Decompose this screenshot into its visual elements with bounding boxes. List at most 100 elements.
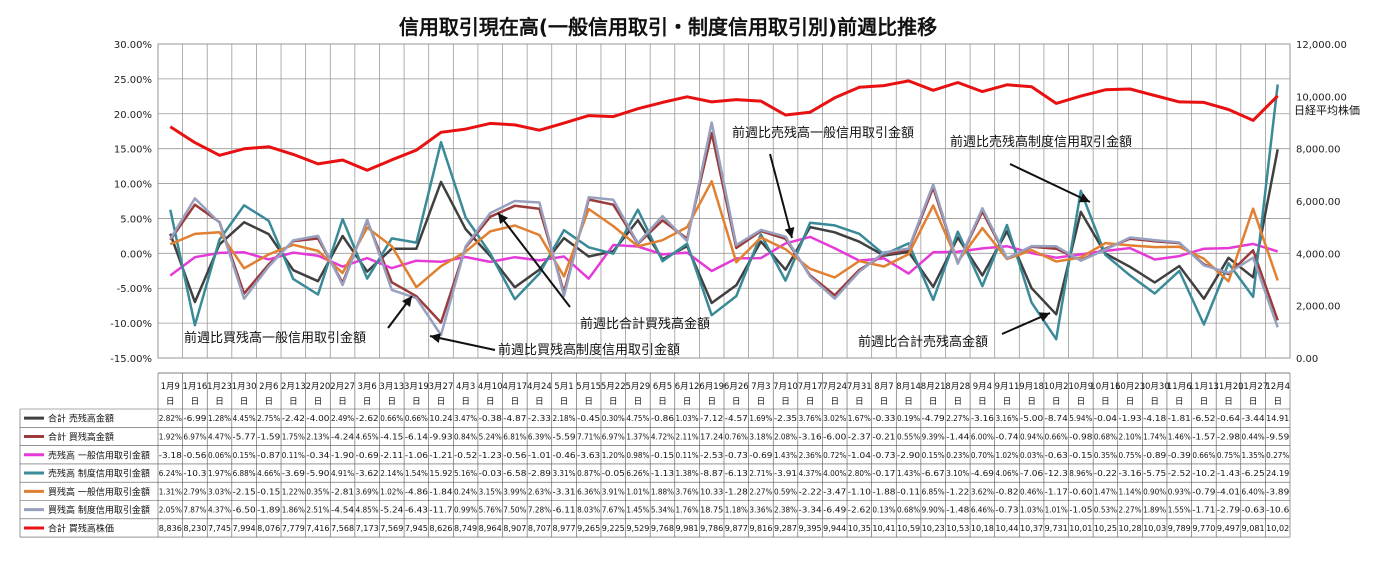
- data-cell: 1.55%: [1168, 506, 1191, 515]
- data-cell: -3.16: [1118, 469, 1141, 478]
- data-cell: 0.24%: [454, 487, 477, 496]
- series-name: 合計 買残高金額: [48, 431, 114, 443]
- category-label-day: 日: [535, 397, 544, 407]
- data-cell: 6.36%: [577, 487, 600, 496]
- category-label: 8月14: [896, 382, 921, 392]
- data-cell: 9,786: [700, 524, 723, 533]
- category-label-day: 日: [1027, 397, 1036, 407]
- data-cell: 6.39%: [528, 432, 551, 441]
- data-cell: 2.27%: [946, 414, 969, 423]
- data-cell: 4.91%: [331, 469, 354, 478]
- annotation-arrow: [497, 212, 571, 308]
- data-cell: 1.89%: [1143, 506, 1166, 515]
- data-cell: -10.3: [183, 469, 206, 478]
- data-cell: -6.25: [1242, 469, 1265, 478]
- data-cell: 3.03%: [208, 487, 231, 496]
- data-cell: -0.21: [872, 432, 895, 441]
- data-cell: 7.87%: [183, 506, 206, 515]
- data-cell: 1.02%: [995, 451, 1018, 460]
- data-cell: 2.13%: [306, 432, 329, 441]
- annotation-arrowhead: [430, 333, 441, 343]
- data-cell: 9.39%: [922, 432, 945, 441]
- data-cell: 4.37%: [208, 506, 231, 515]
- data-cell: -4.79: [922, 414, 945, 423]
- data-cell: 1.03%: [676, 414, 699, 423]
- data-cell: -4.01: [1217, 487, 1240, 496]
- data-cell: -1.90: [331, 451, 354, 460]
- data-cell: 0.99%: [454, 506, 477, 515]
- data-cell: 1.14%: [1118, 487, 1141, 496]
- y-left-tick-label: 0.00%: [120, 249, 152, 260]
- data-cell: -0.89: [1143, 451, 1166, 460]
- annotation-arrow: [1009, 163, 1091, 203]
- data-cell: -2.79: [1217, 506, 1240, 515]
- data-cell: -6.58: [503, 469, 526, 478]
- category-label-day: 日: [412, 397, 421, 407]
- data-cell: -0.45: [577, 414, 600, 423]
- y-right-tick-label: 6,000.00: [1296, 197, 1341, 208]
- data-cell: 3.76%: [676, 487, 699, 496]
- series-name: 売残高 一般信用取引金額: [48, 449, 150, 461]
- category-label: 3月27: [429, 382, 454, 392]
- series-line: [169, 79, 1279, 172]
- category-label-day: 日: [781, 397, 790, 407]
- data-cell: -6.00: [823, 432, 846, 441]
- data-cell: 1.46%: [1168, 432, 1191, 441]
- data-cell: -5.90: [306, 469, 329, 478]
- data-cell: -6.11: [552, 506, 575, 515]
- data-cell: 9,768: [651, 524, 674, 533]
- data-cell: 8,836: [159, 524, 182, 533]
- y-right-tick-label: 4,000.00: [1296, 249, 1341, 260]
- data-cell: 1.47%: [1094, 487, 1117, 496]
- data-cell: -2.53: [700, 451, 723, 460]
- y-left-tick-label: 15.00%: [114, 145, 152, 156]
- data-cell: 4.37%: [799, 469, 822, 478]
- data-cell: 0.03%: [1020, 451, 1043, 460]
- data-cell: -12.3: [1045, 469, 1068, 478]
- data-cell: -0.82: [995, 487, 1018, 496]
- data-cell: 0.75%: [1217, 451, 1240, 460]
- y-left-tick-label: 25.00%: [114, 75, 152, 86]
- data-cell: -10.2: [1192, 469, 1215, 478]
- data-cell: 8,964: [479, 524, 502, 533]
- category-label-day: 日: [166, 397, 175, 407]
- data-cell: 5.24%: [479, 432, 502, 441]
- data-cell: 6.81%: [503, 432, 526, 441]
- data-cell: 1.37%: [626, 432, 649, 441]
- category-label-day: 日: [240, 397, 249, 407]
- data-cell: 9,497: [1217, 524, 1240, 533]
- data-cell: -6.50: [233, 506, 256, 515]
- data-cell: -3.63: [577, 451, 600, 460]
- annotation-arrowhead: [784, 227, 795, 238]
- data-cell: 0.66%: [380, 414, 403, 423]
- data-cell: 0.11%: [676, 451, 699, 460]
- data-cell: 8,749: [454, 524, 477, 533]
- category-label: 7月3: [751, 382, 770, 392]
- category-label: 10月23: [1115, 382, 1145, 392]
- category-label-day: 日: [461, 397, 470, 407]
- data-cell: 1.92%: [159, 432, 182, 441]
- data-cell: 1.54%: [405, 469, 428, 478]
- data-cell: -2.11: [380, 451, 403, 460]
- data-cell: 1.43%: [897, 469, 920, 478]
- category-label: 11月20: [1213, 382, 1243, 392]
- data-cell: 8,907: [503, 524, 526, 533]
- category-label: 10月16: [1090, 382, 1120, 392]
- category-label: 1月30: [232, 382, 257, 392]
- category-label-day: 日: [486, 397, 495, 407]
- data-cell: 0.44%: [1242, 432, 1265, 441]
- data-cell: 2.38%: [774, 506, 797, 515]
- annotation-text: 前週比買残高一般信用取引金額: [184, 330, 366, 346]
- y-left-tick-label: 10.00%: [114, 180, 152, 191]
- data-cell: -0.60: [1069, 487, 1092, 496]
- category-label: 5月15: [576, 382, 601, 392]
- data-cell: 3.02%: [823, 414, 846, 423]
- data-cell: -7.06: [1020, 469, 1043, 478]
- category-label: 12月4: [1265, 382, 1290, 392]
- data-cell: 10,59: [897, 524, 920, 533]
- data-cell: 9,877: [725, 524, 748, 533]
- data-cell: -1.06: [405, 451, 428, 460]
- data-cell: -0.73: [872, 451, 895, 460]
- data-cell: 1.43%: [774, 451, 797, 460]
- data-cell: 4.00%: [823, 469, 846, 478]
